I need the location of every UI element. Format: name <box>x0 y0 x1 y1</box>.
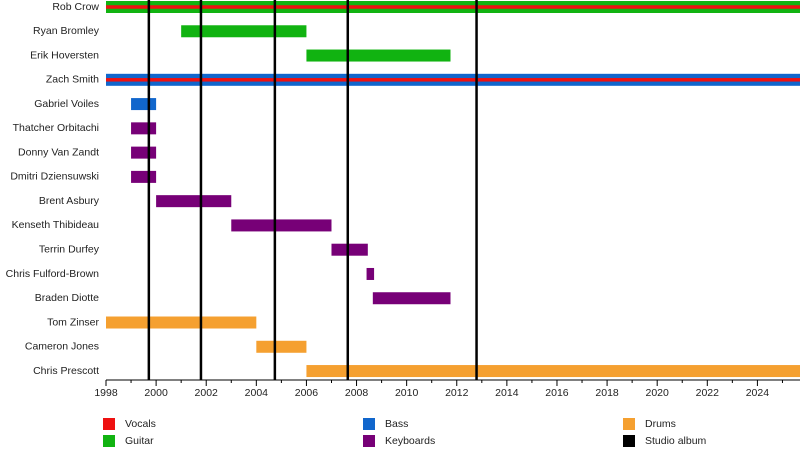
member-label: Chris Prescott <box>33 365 99 377</box>
legend-swatch <box>363 435 375 447</box>
legend-label: Vocals <box>125 418 156 430</box>
member-label: Gabriel Voiles <box>34 98 99 110</box>
member-bar <box>256 340 307 353</box>
legend-label: Keyboards <box>385 435 435 447</box>
member-bar <box>306 365 800 378</box>
x-tick-label: 2016 <box>545 387 569 399</box>
member-bar <box>366 267 375 280</box>
member-bar <box>372 292 451 305</box>
member-bar <box>106 316 257 329</box>
x-tick-label: 2006 <box>295 387 319 399</box>
x-tick-label: 2012 <box>445 387 469 399</box>
legend-label: Studio album <box>645 435 707 447</box>
vocal-stripe <box>106 5 800 9</box>
member-bar <box>131 98 157 111</box>
member-label: Brent Asbury <box>39 195 100 207</box>
member-label: Chris Fulford-Brown <box>6 268 100 280</box>
member-label: Rob Crow <box>52 1 99 13</box>
legend-swatch <box>363 418 375 430</box>
x-tick-label: 2000 <box>144 387 168 399</box>
member-label: Braden Diotte <box>35 292 99 304</box>
legend-label: Drums <box>645 418 676 430</box>
member-label: Kenseth Thibideau <box>12 219 100 231</box>
x-tick-label: 1998 <box>94 387 118 399</box>
vocal-stripe <box>106 78 800 82</box>
x-tick-label: 2002 <box>195 387 219 399</box>
legend-label: Bass <box>385 418 408 430</box>
member-label: Erik Hoversten <box>30 49 99 61</box>
x-tick-label: 2008 <box>345 387 369 399</box>
x-tick-label: 2018 <box>595 387 619 399</box>
legend-label: Guitar <box>125 435 154 447</box>
x-tick-label: 2014 <box>495 387 519 399</box>
member-bar <box>131 146 157 159</box>
x-tick-label: 2024 <box>746 387 770 399</box>
legend-swatch <box>623 418 635 430</box>
x-tick-label: 2022 <box>696 387 720 399</box>
legend-swatch <box>103 418 115 430</box>
member-bar <box>131 122 157 135</box>
x-tick-label: 2010 <box>395 387 419 399</box>
member-label: Thatcher Orbitachi <box>13 122 99 134</box>
member-bar <box>131 170 157 183</box>
member-bar <box>331 243 368 256</box>
member-label: Cameron Jones <box>25 341 99 353</box>
member-bar <box>231 219 332 232</box>
member-bar <box>306 49 451 62</box>
x-tick-label: 2004 <box>245 387 269 399</box>
member-label: Terrin Durfey <box>39 243 100 255</box>
member-label: Dmitri Dziensuwski <box>10 171 99 183</box>
member-label: Ryan Bromley <box>33 25 100 37</box>
member-label: Donny Van Zandt <box>18 146 99 158</box>
legend-swatch <box>103 435 115 447</box>
x-tick-label: 2020 <box>646 387 670 399</box>
member-label: Tom Zinser <box>47 316 99 328</box>
member-bar <box>156 195 232 208</box>
legend-swatch <box>623 435 635 447</box>
member-label: Zach Smith <box>46 74 99 86</box>
